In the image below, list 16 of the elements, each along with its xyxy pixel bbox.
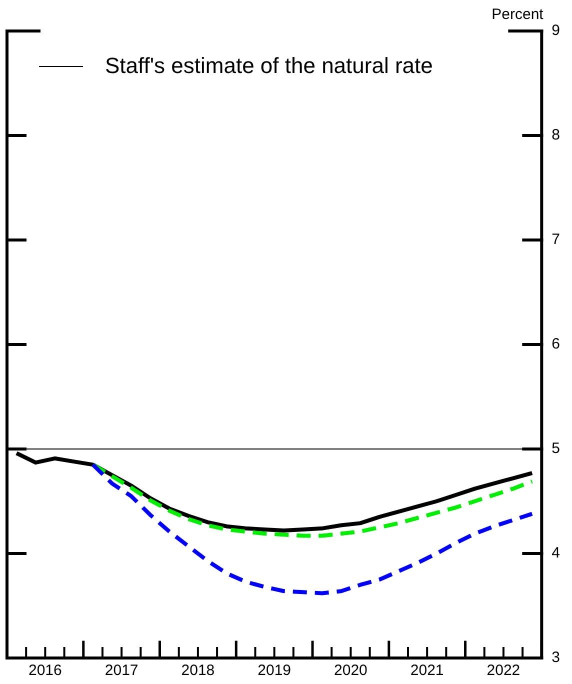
y-tick-label: 6 [552,336,560,353]
y-axis-title: Percent [492,6,544,23]
y-tick-label: 9 [552,22,560,40]
x-tick-label: 2021 [410,662,444,680]
y-tick-label: 3 [552,649,560,666]
y-tick-label: 7 [552,231,560,248]
y-tick-label: 8 [552,126,560,144]
x-tick-label: 2022 [486,662,520,680]
x-tick-label: 2019 [258,662,292,680]
legend-label: Staff's estimate of the natural rate [105,53,433,79]
x-tick-label: 2020 [334,662,368,680]
x-tick-label: 2017 [104,662,138,680]
y-tick-label: 4 [552,544,560,562]
y-tick-label: 5 [552,440,560,458]
x-tick-label: 2016 [28,662,62,680]
x-tick-label: 2018 [181,662,215,680]
